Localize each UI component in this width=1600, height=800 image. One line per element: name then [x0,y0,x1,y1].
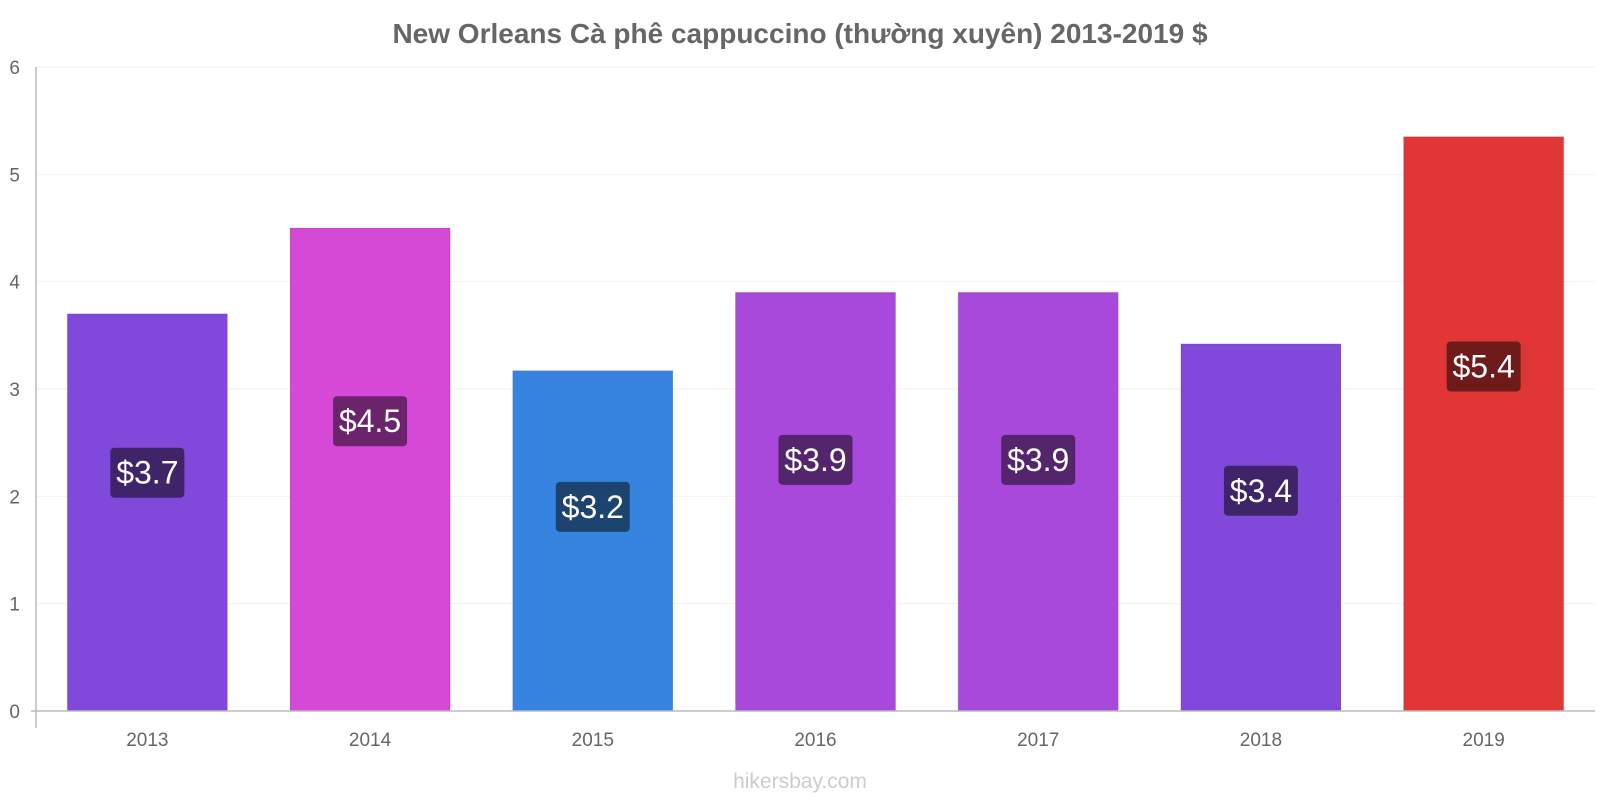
bar-2015 [512,370,674,712]
data-label-2018: $3.4 [1223,465,1298,516]
bar-2013 [66,313,228,712]
y-tick-label: 2 [9,487,20,508]
data-label-2014: $4.5 [333,396,408,447]
data-label-text: $3.7 [116,455,178,491]
data-label-text: $4.5 [339,403,401,439]
bar-2019 [1403,136,1565,712]
data-label-2017: $3.9 [1001,434,1076,485]
data-label-text: $3.9 [1007,442,1069,478]
bar-2014 [289,227,451,712]
x-tick-label: 2015 [572,730,614,751]
y-tick-label: 1 [9,595,20,616]
data-label-2016: $3.9 [778,434,853,485]
bars [66,136,1565,712]
x-tick-label: 2013 [126,730,168,751]
data-label-text: $3.9 [784,442,846,478]
y-axis-ticks: 0 1 2 3 4 5 6 [9,58,20,723]
x-tick-label: 2017 [1017,730,1059,751]
x-axis-ticks: 2013 2014 2015 2016 2017 2018 2019 [126,730,1505,751]
data-label-box [778,434,853,485]
bar-2017 [957,291,1119,712]
chart-title: New Orleans Cà phê cappuccino (thường xu… [392,18,1208,49]
data-label-text: $3.2 [562,489,624,525]
data-label-text: $3.4 [1230,473,1292,509]
x-tick-label: 2019 [1463,730,1505,751]
x-tick-label: 2018 [1240,730,1282,751]
data-label-text: $5.4 [1453,348,1515,384]
y-tick-label: 4 [9,273,20,294]
x-tick-label: 2016 [794,730,836,751]
data-label-box [1446,341,1521,392]
data-label-box [555,481,630,532]
data-label-2019: $5.4 [1446,341,1521,392]
data-label-box [1001,434,1076,485]
data-label-box [333,396,408,447]
data-label-box [1223,465,1298,516]
data-labels: $3.7 $4.5 $3.2 $3.9 $3.9 $3.4 $5.4 [110,341,1521,532]
bar-2018 [1180,343,1342,712]
data-label-2015: $3.2 [555,481,630,532]
data-label-2013: $3.7 [110,447,185,498]
y-tick-label: 5 [9,165,20,186]
y-tick-label: 6 [9,58,20,79]
bar-2016 [735,291,896,712]
data-label-box [110,447,185,498]
y-tick-label: 0 [9,702,20,723]
y-tick-label: 3 [9,380,20,401]
x-tick-label: 2014 [349,730,392,751]
watermark: hikersbay.com [733,770,867,793]
